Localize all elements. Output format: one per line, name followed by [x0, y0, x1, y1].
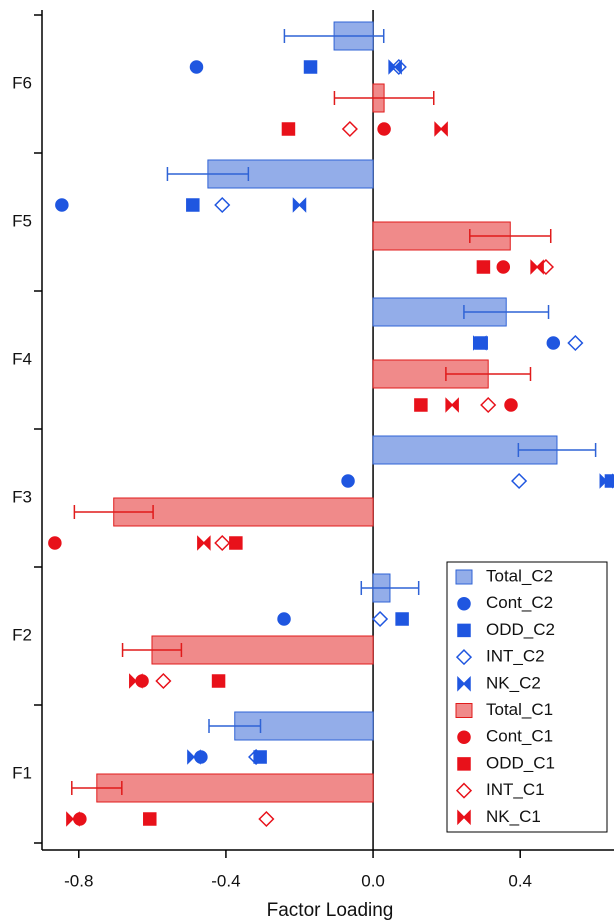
marker — [187, 199, 199, 211]
x-tick-label: -0.8 — [64, 871, 93, 890]
marker — [67, 813, 79, 825]
marker — [293, 199, 305, 211]
marker — [259, 812, 273, 826]
marker — [378, 123, 390, 135]
marker — [568, 336, 582, 350]
x-tick-label: 0.0 — [361, 871, 385, 890]
y-tick-label: F2 — [12, 625, 32, 644]
y-tick-label: F3 — [12, 487, 32, 506]
legend-label: NK_C1 — [486, 807, 541, 826]
y-tick-label: F4 — [12, 349, 32, 368]
marker — [215, 198, 229, 212]
legend-label: ODD_C2 — [486, 620, 555, 639]
marker — [56, 199, 68, 211]
marker — [190, 61, 202, 73]
legend-label: Total_C1 — [486, 700, 553, 719]
marker — [396, 613, 408, 625]
y-tick-label: F1 — [12, 763, 32, 782]
legend-label: Cont_C1 — [486, 727, 553, 746]
marker — [343, 122, 357, 136]
marker — [215, 536, 229, 550]
marker — [198, 537, 210, 549]
marker — [282, 123, 294, 135]
marker — [188, 751, 200, 763]
marker — [415, 399, 427, 411]
legend-marker — [458, 624, 470, 636]
legend-label: Total_C2 — [486, 566, 553, 585]
marker — [49, 537, 61, 549]
marker — [144, 813, 156, 825]
marker — [130, 675, 142, 687]
marker — [156, 674, 170, 688]
marker — [230, 537, 242, 549]
marker — [342, 475, 354, 487]
bar — [152, 636, 373, 664]
x-axis-label: Factor Loading — [267, 900, 394, 921]
marker — [373, 612, 387, 626]
legend-label: NK_C2 — [486, 673, 541, 692]
marker — [278, 613, 290, 625]
legend-swatch — [456, 570, 472, 584]
marker — [477, 261, 489, 273]
x-tick-label: -0.4 — [211, 871, 240, 890]
marker — [481, 398, 495, 412]
bar — [97, 774, 373, 802]
legend-marker — [458, 598, 470, 610]
marker — [213, 675, 225, 687]
legend-marker — [458, 758, 470, 770]
y-tick-label: F5 — [12, 211, 32, 230]
marker — [254, 751, 266, 763]
marker — [512, 474, 526, 488]
marker — [497, 261, 509, 273]
marker — [505, 399, 517, 411]
marker — [435, 123, 447, 135]
legend-label: INT_C1 — [486, 780, 545, 799]
marker — [547, 337, 559, 349]
marker — [446, 399, 458, 411]
legend-label: INT_C2 — [486, 647, 545, 666]
legend-label: Cont_C2 — [486, 593, 553, 612]
legend-marker — [458, 731, 470, 743]
y-tick-label: F6 — [12, 73, 32, 92]
marker — [531, 261, 543, 273]
legend-label: ODD_C1 — [486, 753, 555, 772]
x-tick-label: 0.4 — [508, 871, 532, 890]
legend-swatch — [456, 704, 472, 718]
marker — [305, 61, 317, 73]
